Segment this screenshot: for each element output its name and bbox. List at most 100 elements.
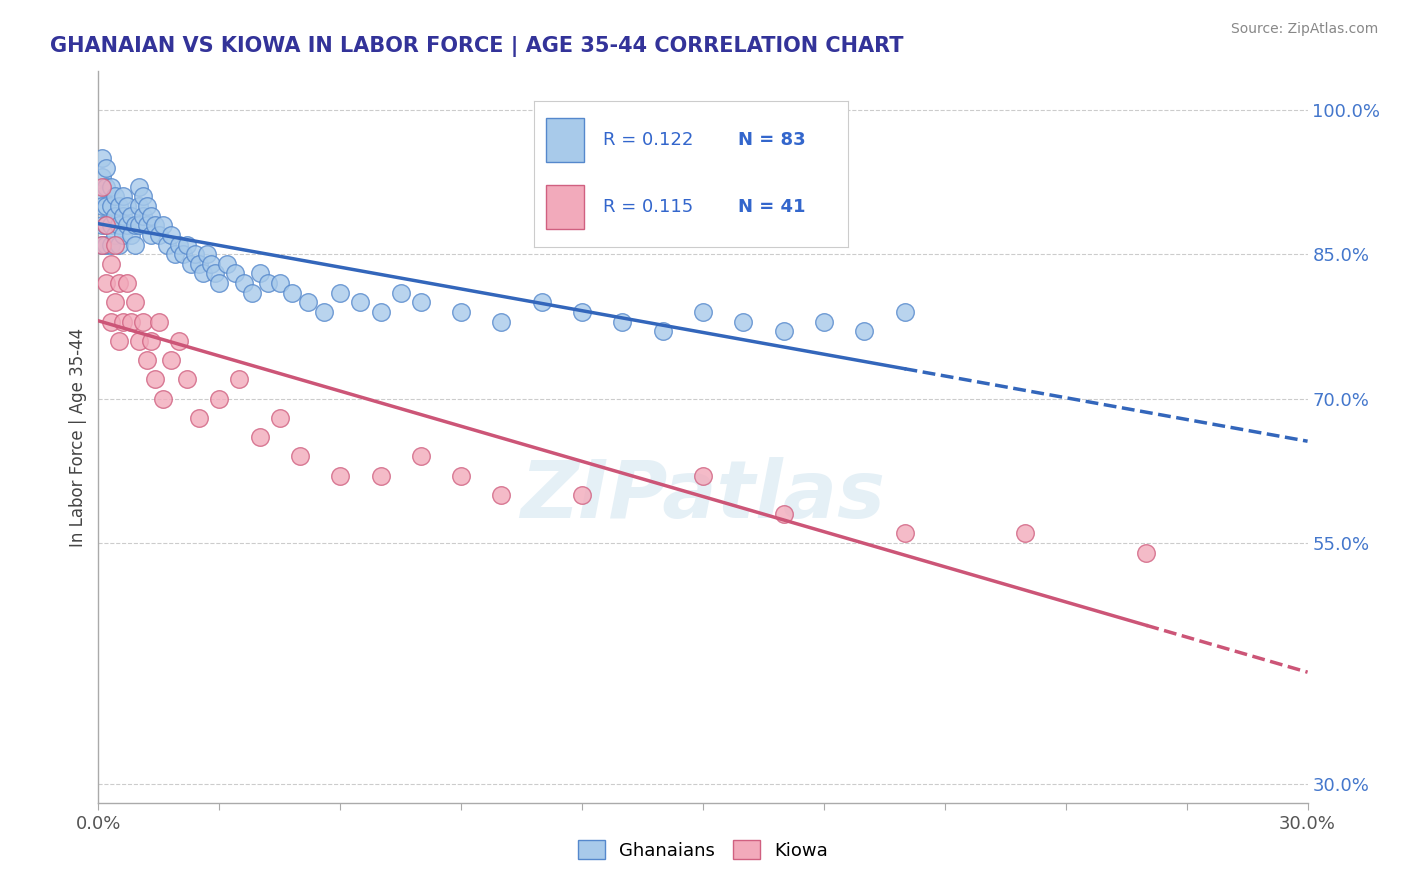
Point	[107, 237, 129, 252]
Point	[139, 209, 162, 223]
Point	[813, 315, 835, 329]
Point	[135, 199, 157, 213]
Point	[128, 199, 150, 213]
Point	[269, 410, 291, 425]
Point	[370, 468, 392, 483]
Point	[772, 324, 794, 338]
Point	[115, 219, 138, 233]
Point	[200, 257, 222, 271]
Point	[208, 392, 231, 406]
Point	[314, 305, 336, 319]
Point	[91, 179, 114, 194]
Point	[853, 324, 876, 338]
Point	[1135, 545, 1157, 559]
Point	[148, 227, 170, 242]
Point	[163, 247, 186, 261]
Point	[91, 237, 114, 252]
Point	[193, 267, 215, 281]
Point	[409, 450, 432, 464]
Point	[107, 199, 129, 213]
Point	[111, 315, 134, 329]
Point	[269, 276, 291, 290]
Point	[96, 179, 118, 194]
Point	[139, 227, 162, 242]
Point	[893, 526, 915, 541]
Point	[152, 219, 174, 233]
Point	[224, 267, 246, 281]
Point	[349, 295, 371, 310]
Point	[370, 305, 392, 319]
Point	[281, 285, 304, 300]
Point	[100, 199, 122, 213]
Point	[128, 179, 150, 194]
Point	[132, 315, 155, 329]
Point	[120, 227, 142, 242]
Point	[240, 285, 263, 300]
Point	[612, 315, 634, 329]
Point	[195, 247, 218, 261]
Point	[128, 219, 150, 233]
Point	[100, 179, 122, 194]
Point	[120, 315, 142, 329]
Point	[180, 257, 202, 271]
Point	[96, 237, 118, 252]
Point	[115, 276, 138, 290]
Point	[409, 295, 432, 310]
Point	[91, 237, 114, 252]
Point	[491, 315, 513, 329]
Point	[100, 257, 122, 271]
Point	[91, 219, 114, 233]
Point	[256, 276, 278, 290]
Point	[172, 247, 194, 261]
Point	[217, 257, 239, 271]
Point	[208, 276, 231, 290]
Point	[389, 285, 412, 300]
Point	[188, 410, 211, 425]
Point	[184, 247, 207, 261]
Text: GHANAIAN VS KIOWA IN LABOR FORCE | AGE 35-44 CORRELATION CHART: GHANAIAN VS KIOWA IN LABOR FORCE | AGE 3…	[51, 36, 904, 57]
Point	[772, 507, 794, 521]
Point	[204, 267, 226, 281]
Point	[100, 219, 122, 233]
Point	[139, 334, 162, 348]
Point	[111, 209, 134, 223]
Point	[107, 276, 129, 290]
Point	[571, 488, 593, 502]
Point	[143, 219, 166, 233]
Point	[100, 315, 122, 329]
Point	[1014, 526, 1036, 541]
Point	[329, 468, 352, 483]
Point	[96, 161, 118, 175]
Point	[111, 227, 134, 242]
Point	[143, 372, 166, 386]
Text: ZIPatlas: ZIPatlas	[520, 457, 886, 534]
Point	[651, 324, 673, 338]
Point	[167, 334, 190, 348]
Point	[733, 315, 755, 329]
Point	[167, 237, 190, 252]
Point	[692, 468, 714, 483]
Point	[491, 488, 513, 502]
Point	[132, 189, 155, 203]
Legend: Ghanaians, Kiowa: Ghanaians, Kiowa	[571, 833, 835, 867]
Point	[288, 450, 311, 464]
Point	[103, 189, 125, 203]
Point	[135, 219, 157, 233]
Point	[893, 305, 915, 319]
Point	[96, 219, 118, 233]
Point	[176, 372, 198, 386]
Text: Source: ZipAtlas.com: Source: ZipAtlas.com	[1230, 22, 1378, 37]
Point	[530, 295, 553, 310]
Point	[103, 227, 125, 242]
Point	[96, 199, 118, 213]
Point	[120, 209, 142, 223]
Y-axis label: In Labor Force | Age 35-44: In Labor Force | Age 35-44	[69, 327, 87, 547]
Point	[96, 276, 118, 290]
Point	[124, 295, 146, 310]
Point	[160, 227, 183, 242]
Point	[692, 305, 714, 319]
Point	[249, 267, 271, 281]
Point	[232, 276, 254, 290]
Point	[91, 170, 114, 185]
Point	[249, 430, 271, 444]
